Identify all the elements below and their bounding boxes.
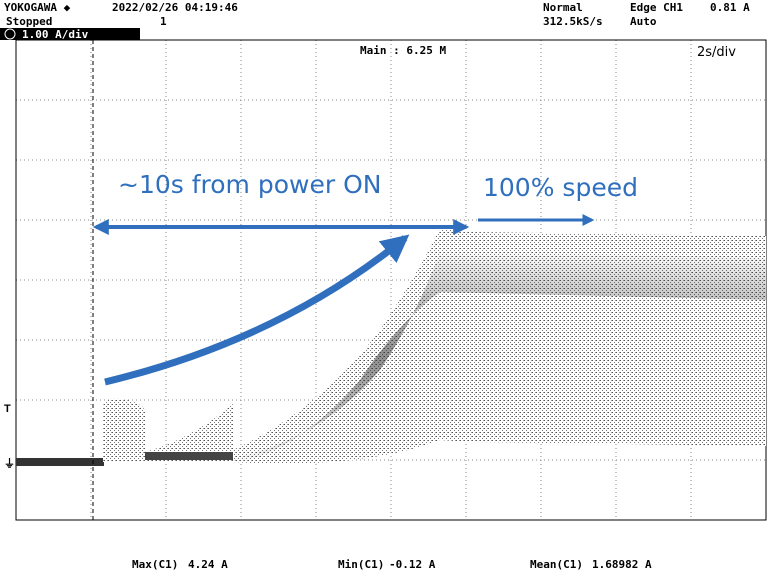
measure-label: Min(C1) — [338, 558, 384, 571]
measure-value: -0.12 A — [389, 558, 436, 571]
ground-marker: ⏚ — [4, 457, 15, 470]
channel-marker: 1 — [160, 15, 167, 28]
status: Stopped — [6, 15, 52, 28]
sample-rate: 312.5kS/s — [543, 15, 603, 28]
trigger-mode: Auto — [630, 15, 657, 28]
trigger-level: 0.81 A — [710, 1, 750, 14]
inrush-pulse — [103, 398, 145, 462]
waveform — [16, 228, 766, 466]
channel-scale: 1.00 A/div — [22, 28, 89, 41]
speed-note: 100% speed — [483, 173, 638, 202]
brand: YOKOGAWA ◆ — [4, 1, 71, 14]
channel-icon — [4, 28, 16, 40]
measure-label: Max(C1) — [132, 558, 178, 571]
ramp-core — [145, 452, 233, 460]
timebase: 2s/div — [697, 45, 736, 60]
channel-bar — [0, 28, 140, 40]
mode: Normal — [543, 1, 583, 14]
trigger-marker: T — [4, 403, 11, 415]
trigger: Edge CH1 — [630, 1, 683, 14]
run-core — [233, 250, 766, 464]
measure-value: 4.24 A — [188, 558, 228, 571]
baseline-trace — [16, 458, 104, 466]
startup-note: ~10s from power ON — [118, 170, 381, 199]
measure-label: Mean(C1) — [530, 558, 583, 571]
timestamp: 2022/02/26 04:19:46 — [112, 1, 238, 14]
ramp-arrow — [104, 234, 410, 386]
ramp-start — [145, 404, 233, 462]
record-length: Main : 6.25 M — [360, 44, 446, 57]
measure-value: 1.68982 A — [592, 558, 652, 571]
